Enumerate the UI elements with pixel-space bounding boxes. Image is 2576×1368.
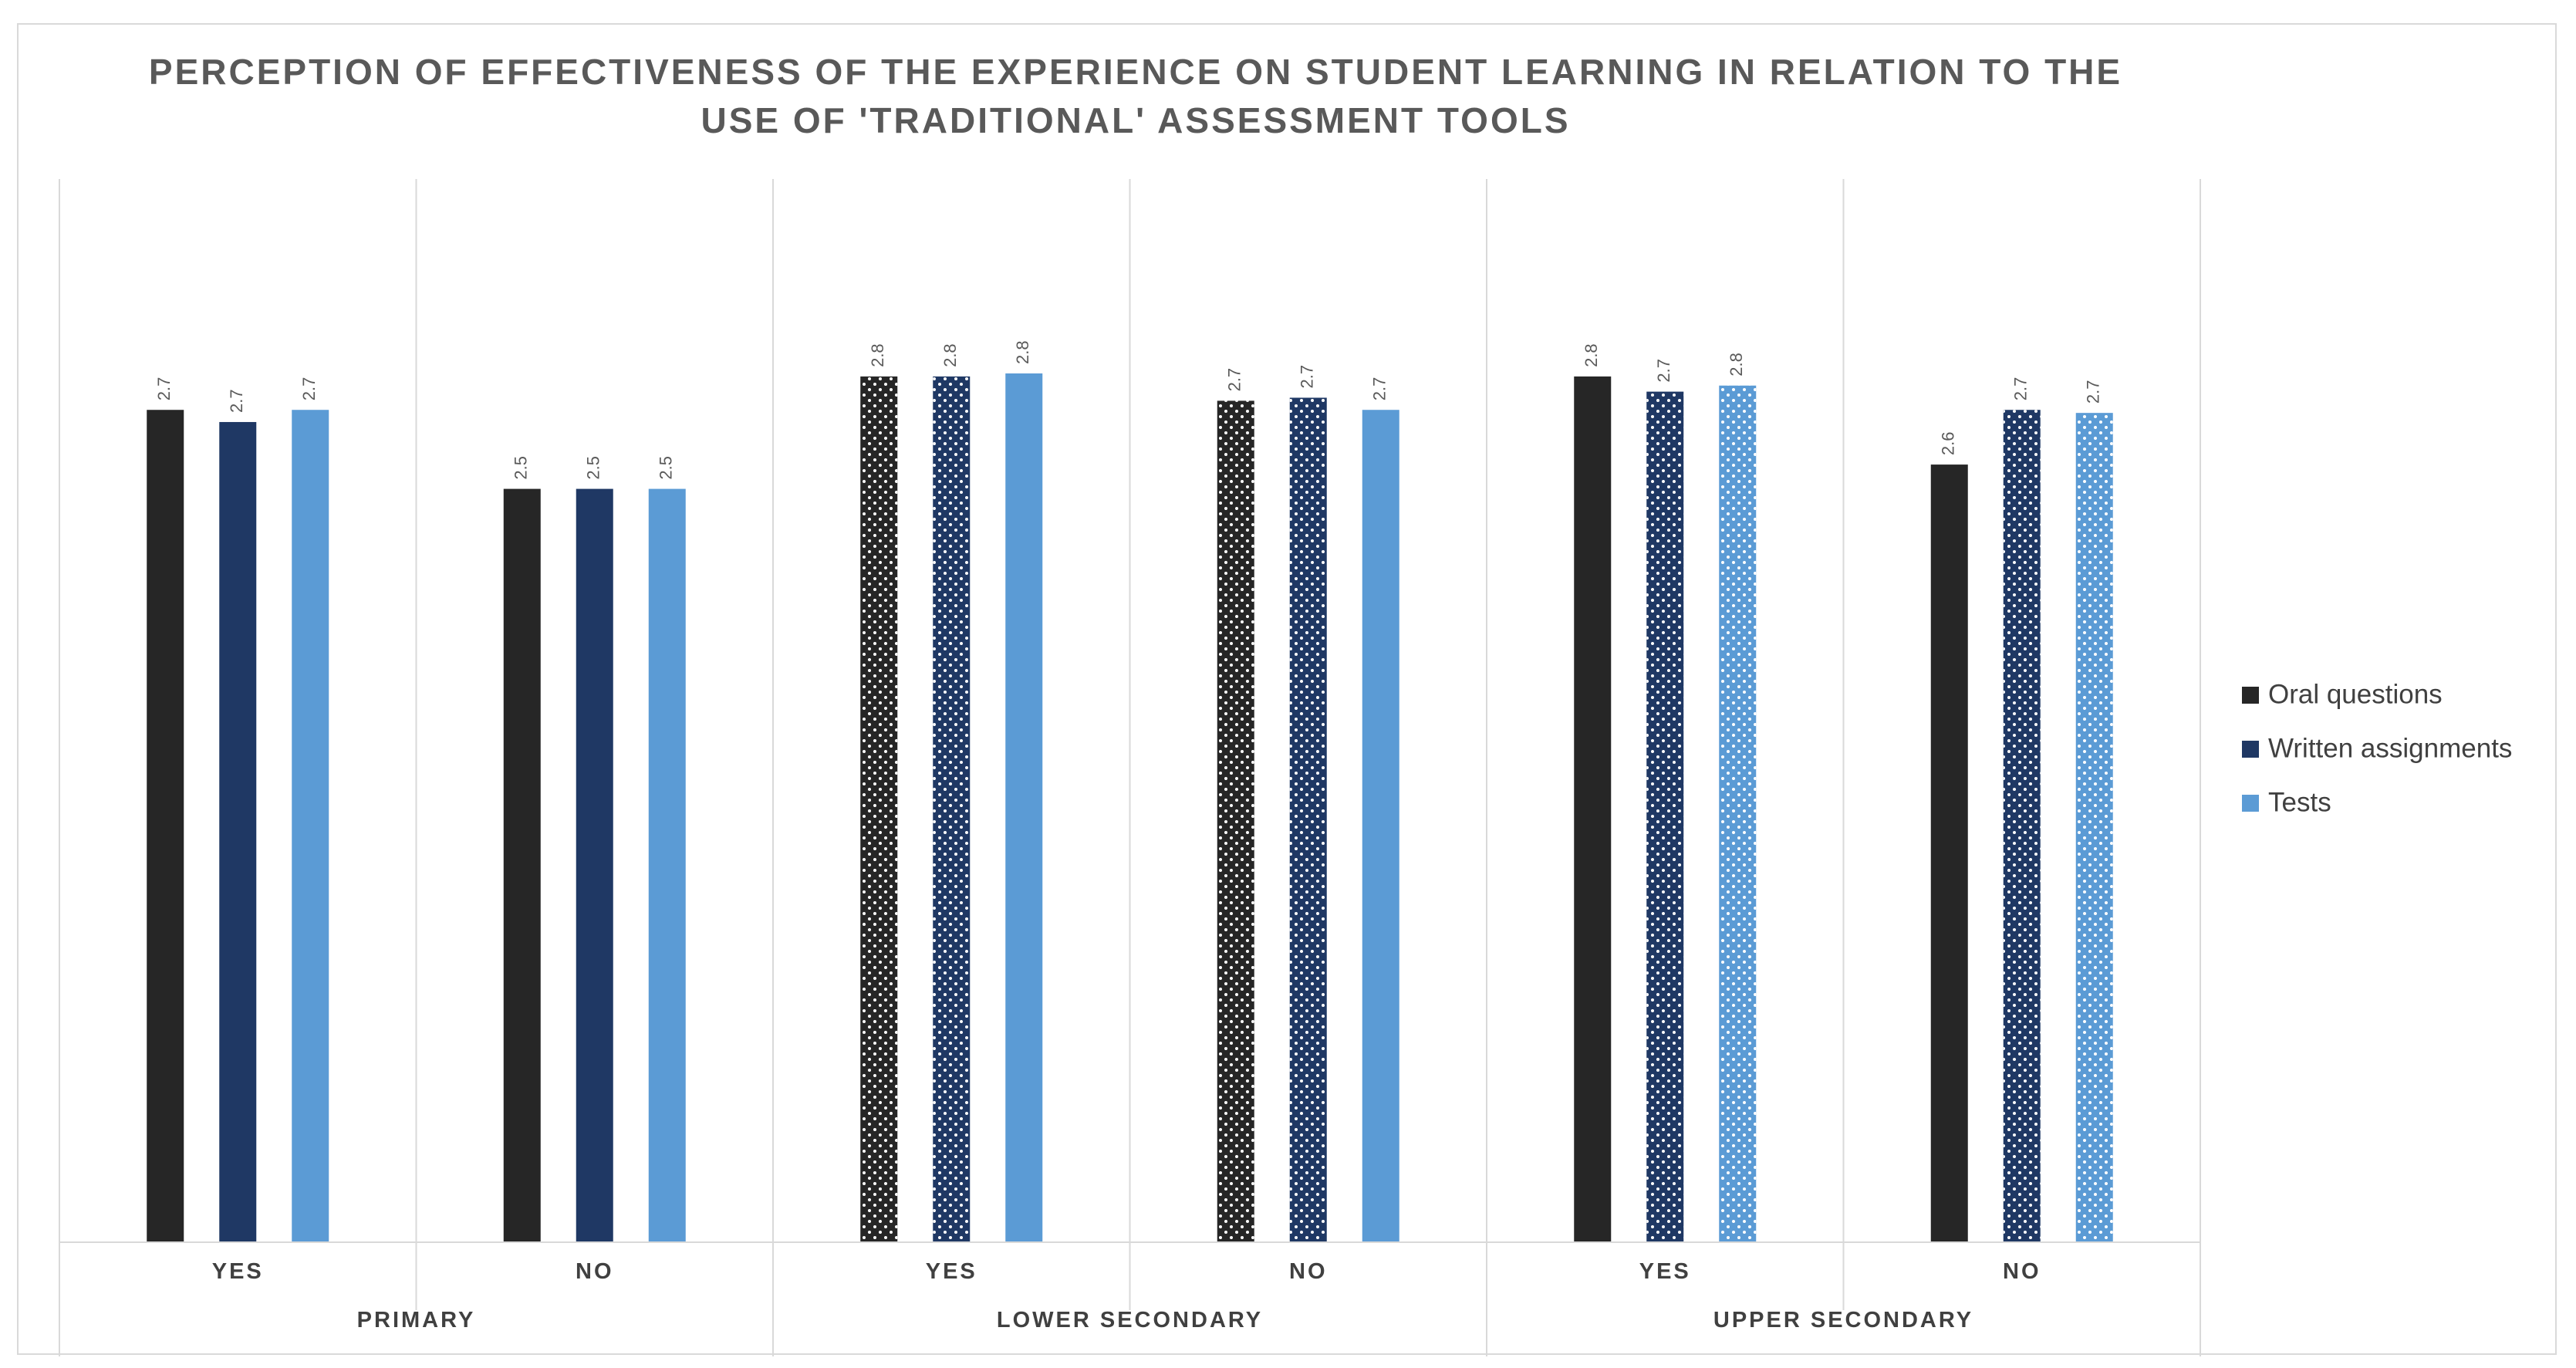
bar-dot-pattern [933,376,971,1242]
category-label: NO [1289,1259,1328,1284]
bar-dot-pattern [2003,410,2041,1242]
bar-dot-pattern [1719,385,1757,1242]
bar-value-label: 2.7 [154,377,174,401]
category-label: YES [926,1259,977,1284]
bar-value-label: 2.5 [657,456,676,480]
bar-dot-pattern [2075,413,2113,1242]
bar-tests-primary-yes [292,410,329,1242]
chart-frame: PERCEPTION OF EFFECTIVENESS OF THE EXPER… [17,23,2557,1356]
category-label: NO [576,1259,614,1284]
bar-value-label: 2.5 [511,456,531,480]
bar-tests-lower-secondary-yes [1005,373,1043,1242]
chart-title-line-1: PERCEPTION OF EFFECTIVENESS OF THE EXPER… [149,52,2122,92]
legend: Oral questions Written assignments Tests [2242,679,2512,817]
legend-label: Written assignments [2268,733,2512,763]
category-label: YES [1639,1259,1691,1284]
bar-value-label: 2.7 [1654,359,1673,383]
axis-layer: YES NO YES NO YES NO PRIMARY LOWER SECONDARY UPP… [59,1241,2200,1333]
bars-layer [147,373,2113,1243]
bar-value-label: 2.5 [584,456,603,480]
bar-value-label: 2.6 [1939,431,1958,455]
legend-swatch [2242,741,2259,758]
bar-value-label: 2.8 [1727,353,1746,377]
bar-value-label: 2.8 [1582,343,1601,367]
bar-value-label: 2.7 [227,389,246,413]
bar-oral-questions-primary-yes [147,410,184,1242]
bar-dot-pattern [1646,391,1684,1243]
bar-dot-pattern [1289,397,1327,1242]
group-label: LOWER SECONDARY [997,1308,1263,1333]
bar-value-label: 2.7 [1370,377,1389,401]
legend-label: Oral questions [2268,679,2443,709]
bar-value-label: 2.7 [1225,368,1244,392]
bar-dot-pattern [1217,400,1254,1243]
chart-svg: PERCEPTION OF EFFECTIVENESS OF THE EXPER… [59,52,2512,1356]
legend-label: Tests [2268,787,2331,817]
category-label: NO [2003,1259,2041,1284]
legend-swatch [2242,795,2259,812]
legend-swatch [2242,687,2259,704]
grid-layer [59,179,2201,1356]
category-label: YES [212,1259,264,1284]
bar-oral-questions-primary-no [503,488,541,1242]
bar-written-assignments-primary-yes [219,421,257,1242]
chart-title: PERCEPTION OF EFFECTIVENESS OF THE EXPER… [149,52,2122,140]
group-label: UPPER SECONDARY [1713,1308,1973,1333]
bar-tests-primary-no [648,488,686,1242]
bar-value-label: 2.7 [1298,365,1317,389]
chart-title-line-2: USE OF 'TRADITIONAL' ASSESSMENT TOOLS [701,100,1570,140]
bar-tests-lower-secondary-no [1362,410,1399,1242]
bar-value-label: 2.7 [2084,380,2103,404]
group-label: PRIMARY [357,1308,476,1333]
bar-oral-questions-upper-secondary-no [1930,464,1968,1242]
bar-value-label: 2.7 [2011,377,2031,401]
bar-oral-questions-upper-secondary-yes [1574,376,1612,1242]
bar-value-label: 2.8 [1013,340,1032,364]
bar-value-label: 2.8 [868,343,887,367]
bar-written-assignments-primary-no [576,488,613,1242]
bar-dot-pattern [860,376,898,1242]
value-labels-layer: 2.7 2.7 2.7 2.5 2.5 2.5 2.8 2.8 2.8 2.7 2.7 2.7 2.8 2… [154,340,2103,479]
bar-value-label: 2.7 [299,377,319,401]
bar-value-label: 2.8 [940,343,960,367]
